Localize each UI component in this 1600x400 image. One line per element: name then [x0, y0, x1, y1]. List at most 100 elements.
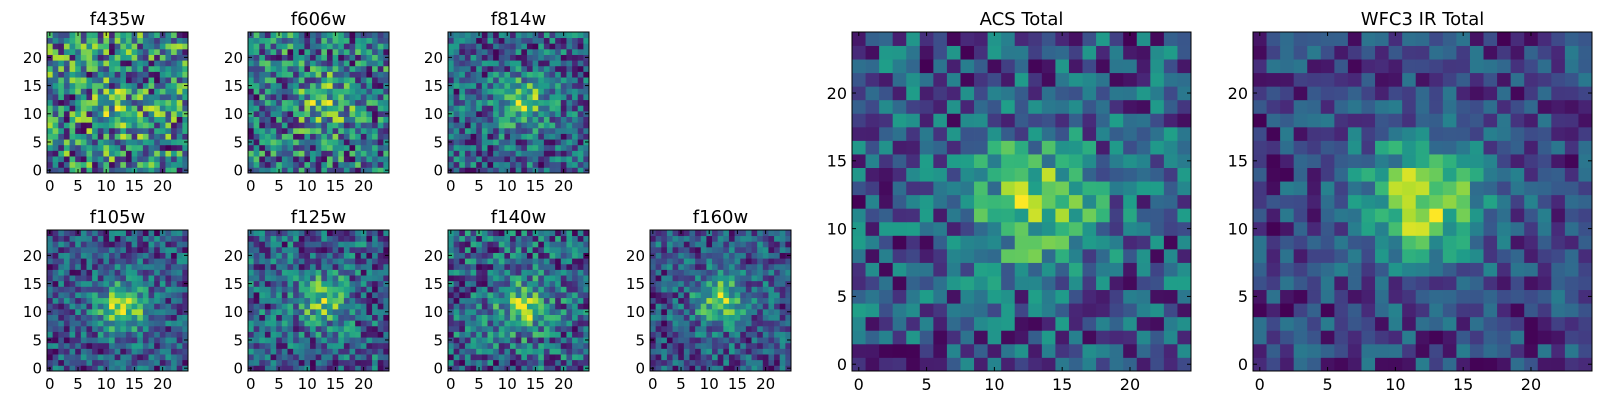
heatmap-cell	[109, 167, 116, 174]
heatmap-cell	[276, 348, 283, 355]
heatmap-cell	[58, 308, 65, 315]
heatmap-cell	[655, 280, 662, 287]
heatmap-cell	[293, 337, 300, 344]
heatmap-cell	[165, 252, 172, 259]
heatmap-cell	[526, 348, 533, 355]
heatmap-cell	[1136, 316, 1151, 331]
heatmap-cell	[97, 359, 104, 366]
heatmap-cell	[86, 337, 93, 344]
heatmap-cell	[762, 348, 769, 355]
heatmap-cell	[683, 263, 690, 270]
heatmap-cell	[349, 280, 356, 287]
heatmap-cell	[86, 252, 93, 259]
heatmap-cell	[515, 65, 522, 72]
heatmap-cell	[120, 71, 127, 78]
heatmap-cell	[655, 325, 662, 332]
heatmap-cell	[538, 303, 545, 310]
heatmap-cell	[504, 325, 511, 332]
heatmap-cell	[52, 54, 59, 61]
heatmap-cell	[109, 252, 116, 259]
heatmap-cell	[360, 82, 367, 89]
heatmap-cell	[80, 269, 87, 276]
heatmap-cell	[148, 116, 155, 123]
heatmap-cell	[383, 292, 390, 299]
heatmap-cell	[109, 139, 116, 146]
heatmap-cell	[678, 275, 685, 282]
heatmap-cell	[63, 342, 70, 349]
heatmap-cell	[47, 325, 54, 332]
heatmap-cell	[310, 82, 317, 89]
heatmap-cell	[1096, 181, 1111, 196]
heatmap-cell	[683, 348, 690, 355]
heatmap-cell	[114, 230, 121, 237]
heatmap-cell	[360, 246, 367, 253]
heatmap-cell	[549, 32, 556, 39]
heatmap-cell	[1014, 248, 1029, 263]
heatmap-cell	[355, 139, 362, 146]
heatmap-cell	[757, 308, 764, 315]
heatmap-cell	[109, 320, 116, 327]
heatmap-cell	[343, 354, 350, 361]
heatmap-cell	[521, 43, 528, 50]
heatmap-cell	[114, 110, 121, 117]
heatmap-cell	[566, 105, 573, 112]
heatmap-cell	[510, 235, 517, 242]
panel-title: f140w	[491, 207, 546, 228]
heatmap-cell	[80, 156, 87, 163]
heatmap-cell	[270, 241, 277, 248]
heatmap-cell	[572, 116, 579, 123]
heatmap-cell	[464, 133, 471, 140]
heatmap-cell	[526, 286, 533, 293]
heatmap-cell	[253, 359, 260, 366]
heatmap-cell	[683, 320, 690, 327]
heatmap-cell	[86, 156, 93, 163]
heatmap-cell	[515, 342, 522, 349]
heatmap-cell	[63, 269, 70, 276]
heatmap-cell	[293, 258, 300, 265]
heatmap-cell	[538, 348, 545, 355]
heatmap-cell	[661, 286, 668, 293]
heatmap-cell	[510, 32, 517, 39]
heatmap-cell	[253, 82, 260, 89]
heatmap-cell	[470, 110, 477, 117]
heatmap-cell	[543, 133, 550, 140]
heatmap-cell	[960, 262, 975, 277]
heatmap-cell	[148, 241, 155, 248]
heatmap-cell	[672, 246, 679, 253]
heatmap-cell	[661, 308, 668, 315]
heatmap-cell	[1055, 357, 1070, 372]
heatmap-cell	[264, 60, 271, 67]
heatmap-cell	[298, 235, 305, 242]
heatmap-cell	[103, 337, 110, 344]
heatmap-cell	[287, 314, 294, 321]
heatmap-cell	[768, 275, 775, 282]
heatmap-cell	[481, 48, 488, 55]
heatmap-cell	[919, 154, 934, 168]
heatmap-cell	[464, 292, 471, 299]
heatmap-cell	[661, 275, 668, 282]
heatmap-cell	[762, 337, 769, 344]
heatmap-cell	[960, 343, 975, 358]
heatmap-cell	[532, 48, 539, 55]
heatmap-cell	[125, 88, 132, 95]
heatmap-cell	[515, 127, 522, 134]
heatmap-cell	[63, 230, 70, 237]
heatmap-cell	[52, 269, 59, 276]
heatmap-cell	[717, 269, 724, 276]
heatmap-cell	[572, 280, 579, 287]
heatmap-cell	[137, 99, 144, 106]
heatmap-cell	[287, 37, 294, 44]
heatmap-cell	[287, 320, 294, 327]
heatmap-cell	[577, 116, 584, 123]
heatmap-cell	[734, 280, 741, 287]
heatmap-cell	[293, 292, 300, 299]
heatmap-cell	[338, 337, 345, 344]
heatmap-cell	[1150, 343, 1165, 358]
heatmap-cell	[69, 127, 76, 134]
heatmap-cell	[338, 60, 345, 67]
heatmap-cell	[549, 258, 556, 265]
heatmap-cell	[751, 314, 758, 321]
heatmap-cell	[470, 359, 477, 366]
heatmap-cell	[521, 105, 528, 112]
heatmap-cell	[723, 325, 730, 332]
